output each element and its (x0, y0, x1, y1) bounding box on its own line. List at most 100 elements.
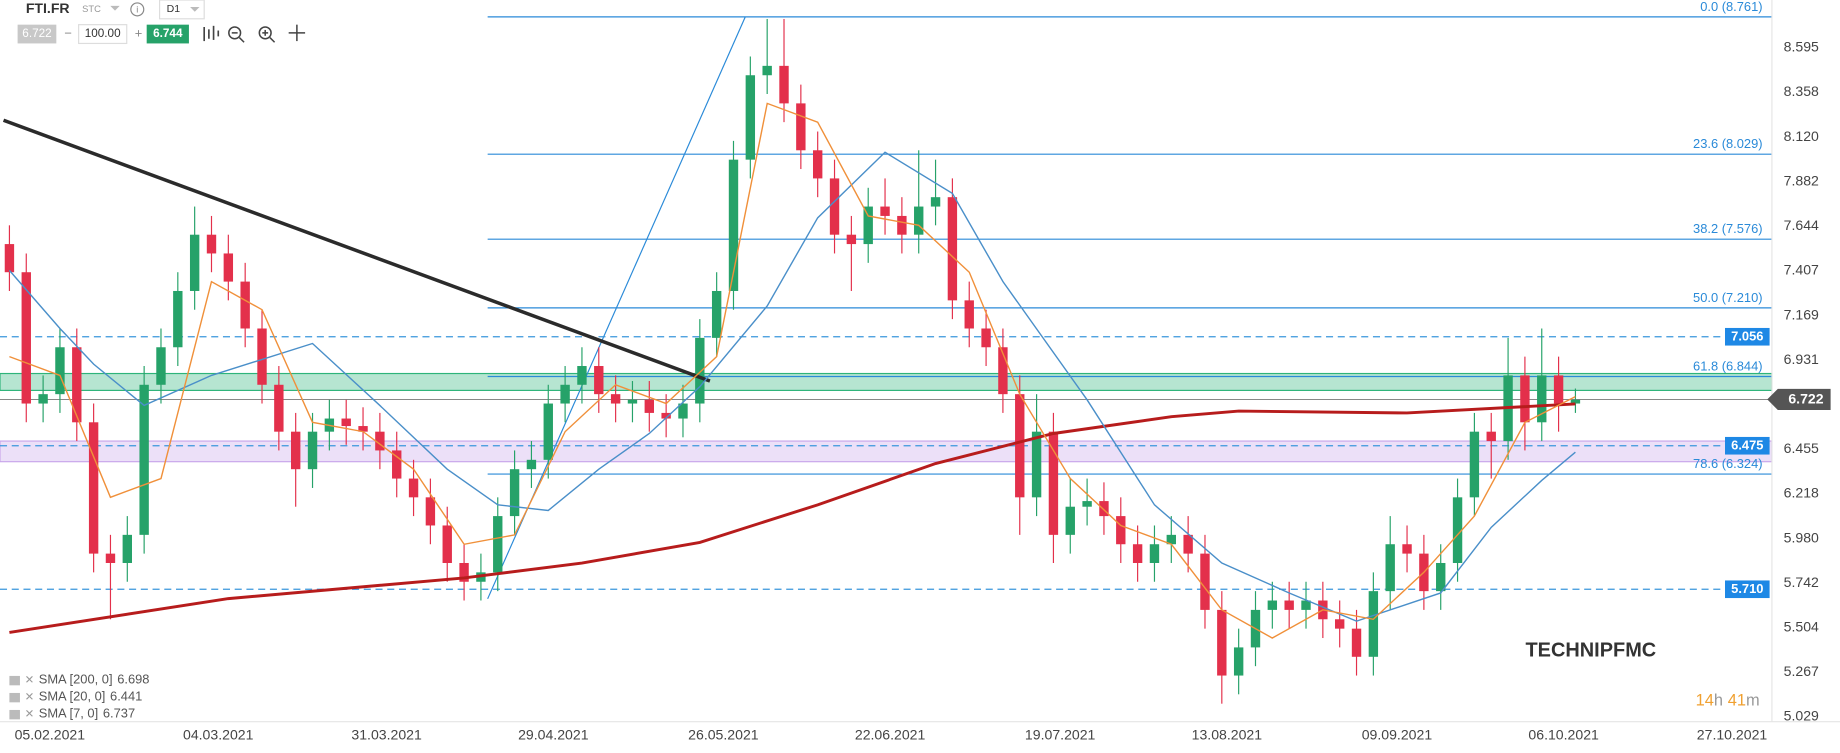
candle-body (1149, 544, 1160, 563)
fib-level-label: 61.8 (6.844) (1693, 359, 1763, 374)
candle-body (914, 206, 924, 235)
legend-value: 6.737 (103, 706, 135, 721)
candle-body (1015, 394, 1025, 498)
candle-body (1520, 375, 1530, 423)
candle-body (1436, 562, 1446, 592)
candle-body (543, 403, 553, 460)
candle-body (156, 347, 166, 385)
candle-body (1402, 544, 1412, 554)
candle-body (1351, 628, 1362, 657)
legend-name: SMA [7, 0] (39, 706, 98, 721)
candle-body (206, 234, 217, 254)
candle-body (577, 366, 587, 385)
timeframe-box[interactable] (159, 0, 205, 20)
candle-body (1132, 544, 1143, 563)
pan-icon[interactable] (288, 24, 306, 42)
candle-body (1368, 591, 1379, 657)
fib-level-label: 38.2 (7.576) (1693, 221, 1763, 236)
candle-body (257, 328, 267, 385)
lines-layer (0, 16, 1772, 600)
legend-name: SMA [200, 0] (39, 672, 113, 687)
volume-box[interactable] (78, 24, 128, 45)
x-tick-label: 06.10.2021 (1528, 726, 1599, 742)
legend-entry: SMA [200, 0] 6.698 (39, 672, 150, 687)
candle-body (897, 215, 907, 235)
zoom-in-icon[interactable] (258, 26, 276, 43)
exchange: STC (82, 4, 101, 14)
x-tick-label: 27.10.2021 (1697, 726, 1768, 742)
fib-level-label: 50.0 (7.210) (1693, 290, 1763, 305)
y-tick-label: 5.267 (1784, 663, 1819, 679)
candle-body (1233, 647, 1244, 676)
legend-name: SMA [20, 0] (39, 689, 106, 704)
timer-unit: h (1714, 692, 1723, 710)
candle-body (240, 281, 250, 329)
dropdown-arrow[interactable] (110, 5, 120, 11)
price-level-box (1725, 580, 1770, 599)
ask-price: 6.744 (153, 27, 183, 40)
candle-body (1570, 399, 1581, 404)
bid-box[interactable] (17, 24, 57, 44)
dropdown-arrow[interactable] (190, 7, 200, 12)
x-tick-label: 29.04.2021 (518, 726, 589, 742)
candle-body (392, 450, 402, 479)
x-tick-label: 31.03.2021 (351, 726, 422, 742)
y-tick-label: 8.120 (1784, 128, 1819, 144)
zoom-out-icon[interactable] (228, 26, 245, 43)
ask-box[interactable] (146, 24, 189, 44)
y-tick-label: 5.504 (1784, 619, 1819, 635)
sma-line (9, 402, 1576, 634)
candle-body (981, 328, 991, 348)
candle-body (223, 253, 234, 282)
candle-body (122, 534, 132, 563)
candle-body (38, 394, 48, 404)
candle-body (1267, 600, 1278, 610)
minus-button[interactable]: − (64, 25, 72, 40)
candle-body (779, 65, 789, 104)
legend-close: ✕ (25, 691, 35, 704)
candle-body (998, 347, 1008, 395)
y-tick-label: 5.742 (1784, 574, 1819, 590)
candle-body (1200, 553, 1210, 610)
candle-body (408, 478, 419, 498)
candle-body (880, 206, 890, 216)
timer: 14h 41m (1696, 692, 1760, 710)
candle-body (1166, 534, 1176, 545)
candle-body (1486, 431, 1496, 442)
last-price-label: 6.722 (1788, 391, 1823, 407)
candle-body (1065, 506, 1075, 535)
y-tick-label: 7.882 (1784, 173, 1819, 189)
symbol[interactable]: FTI.FR (26, 0, 70, 16)
candle-body (290, 431, 301, 470)
candle-body (594, 366, 604, 395)
timer-hours: 14 (1696, 692, 1714, 710)
candle-body (846, 234, 857, 245)
candle-body (493, 516, 503, 573)
info-icon[interactable] (130, 2, 145, 17)
candle-body (1301, 600, 1311, 610)
candle-body (1452, 497, 1463, 563)
candle-body (4, 244, 15, 273)
candle-body (728, 159, 739, 291)
plus-button[interactable]: + (135, 25, 143, 40)
fib-level-label: 23.6 (8.029) (1693, 136, 1763, 151)
candle-body (762, 65, 772, 76)
legend-value: 6.698 (117, 672, 149, 687)
candle-body (307, 431, 318, 470)
candle-body (189, 234, 200, 291)
candle-body (1031, 431, 1042, 498)
price-level-label: 5.710 (1731, 581, 1763, 596)
overlay-layer: 0.0 (8.761) 23.6 (8.029) 38.2 (7.576) 50.0 … (2, 0, 1763, 639)
candle-body (425, 497, 436, 526)
legend-close: ✕ (25, 708, 35, 721)
candle-body (21, 272, 31, 404)
volume: 100.00 (85, 27, 121, 40)
y-tick-label: 6.218 (1784, 485, 1819, 501)
chart-type-icon[interactable] (203, 25, 220, 42)
candle-body (88, 422, 99, 554)
candle-body (1284, 600, 1294, 610)
y-tick-label: 8.358 (1784, 83, 1819, 99)
candle-body (274, 384, 284, 432)
